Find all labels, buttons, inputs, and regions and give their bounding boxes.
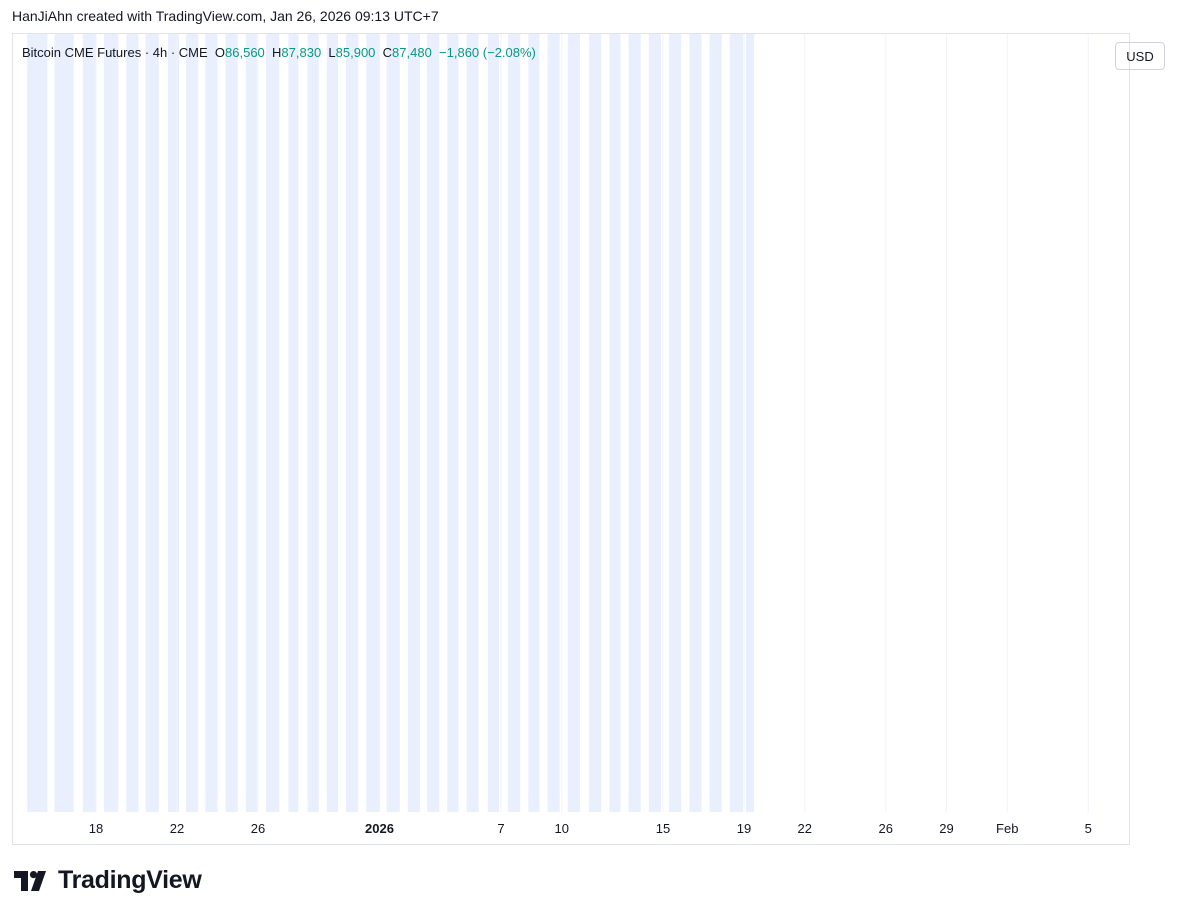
session-band — [27, 34, 48, 812]
session-band — [54, 34, 74, 812]
legend-high-value: 87,830 — [281, 45, 322, 60]
session-band — [567, 34, 580, 812]
session-band — [447, 34, 459, 812]
tradingview-logo-icon — [14, 870, 46, 891]
session-band — [648, 34, 661, 812]
x-tick-label: 7 — [497, 821, 504, 836]
session-band — [508, 34, 521, 812]
session-band — [609, 34, 621, 812]
session-band — [126, 34, 139, 812]
currency-button[interactable]: USD — [1115, 42, 1165, 70]
legend-close-value: 87,480 — [392, 45, 432, 60]
session-band — [689, 34, 702, 812]
session-band — [145, 34, 159, 812]
session-band — [205, 34, 218, 812]
x-tick-label: 15 — [656, 821, 670, 836]
x-tick-label: 26 — [879, 821, 893, 836]
session-band — [746, 34, 755, 812]
legend-symbol: Bitcoin CME Futures · 4h · CME — [22, 45, 208, 60]
session-band — [528, 34, 540, 812]
plot-area: GAPGAP — [27, 34, 1089, 812]
session-band — [729, 34, 743, 812]
session-band — [167, 34, 180, 812]
session-band — [326, 34, 338, 812]
x-tick-label: 19 — [737, 821, 751, 836]
session-band — [266, 34, 280, 812]
session-band — [307, 34, 319, 812]
x-tick-label: 2026 — [365, 821, 394, 836]
session-band — [225, 34, 238, 812]
session-band — [589, 34, 602, 812]
session-band — [669, 34, 682, 812]
tradingview-logo[interactable]: TradingView — [14, 866, 202, 895]
session-band — [407, 34, 420, 812]
tradingview-logo-text: TradingView — [58, 866, 202, 894]
session-band — [82, 34, 96, 812]
session-band — [709, 34, 722, 812]
x-tick-label: 10 — [555, 821, 569, 836]
legend-change: −1,860 (−2.08%) — [439, 45, 536, 60]
session-band — [288, 34, 299, 812]
session-band — [427, 34, 440, 812]
legend-open-label: O — [214, 45, 226, 60]
session-band — [245, 34, 257, 812]
session-band — [186, 34, 199, 812]
session-band — [466, 34, 479, 812]
session-band — [386, 34, 400, 812]
legend-low-label: L — [328, 45, 336, 60]
chart-legend: Bitcoin CME Futures · 4h · CME O86,560 H… — [22, 45, 536, 60]
x-tick-label: 26 — [251, 821, 265, 836]
legend-low-value: 85,900 — [335, 45, 376, 60]
author-line: HanJiAhn created with TradingView.com, J… — [12, 8, 439, 24]
session-band — [547, 34, 560, 812]
session-band — [366, 34, 380, 812]
chart-frame — [12, 33, 1130, 845]
legend-open-value: 86,560 — [225, 45, 265, 60]
x-tick-label: 29 — [939, 821, 953, 836]
x-tick-label: 5 — [1085, 821, 1092, 836]
session-band — [104, 34, 119, 812]
x-tick-label: Feb — [996, 821, 1018, 836]
session-band — [487, 34, 499, 812]
legend-high-label: H — [272, 45, 282, 60]
session-band — [346, 34, 359, 812]
x-tick-label: 22 — [170, 821, 184, 836]
legend-close-label: C — [382, 45, 393, 60]
x-tick-label: 22 — [798, 821, 812, 836]
x-tick-label: 18 — [89, 821, 103, 836]
session-band — [628, 34, 641, 812]
